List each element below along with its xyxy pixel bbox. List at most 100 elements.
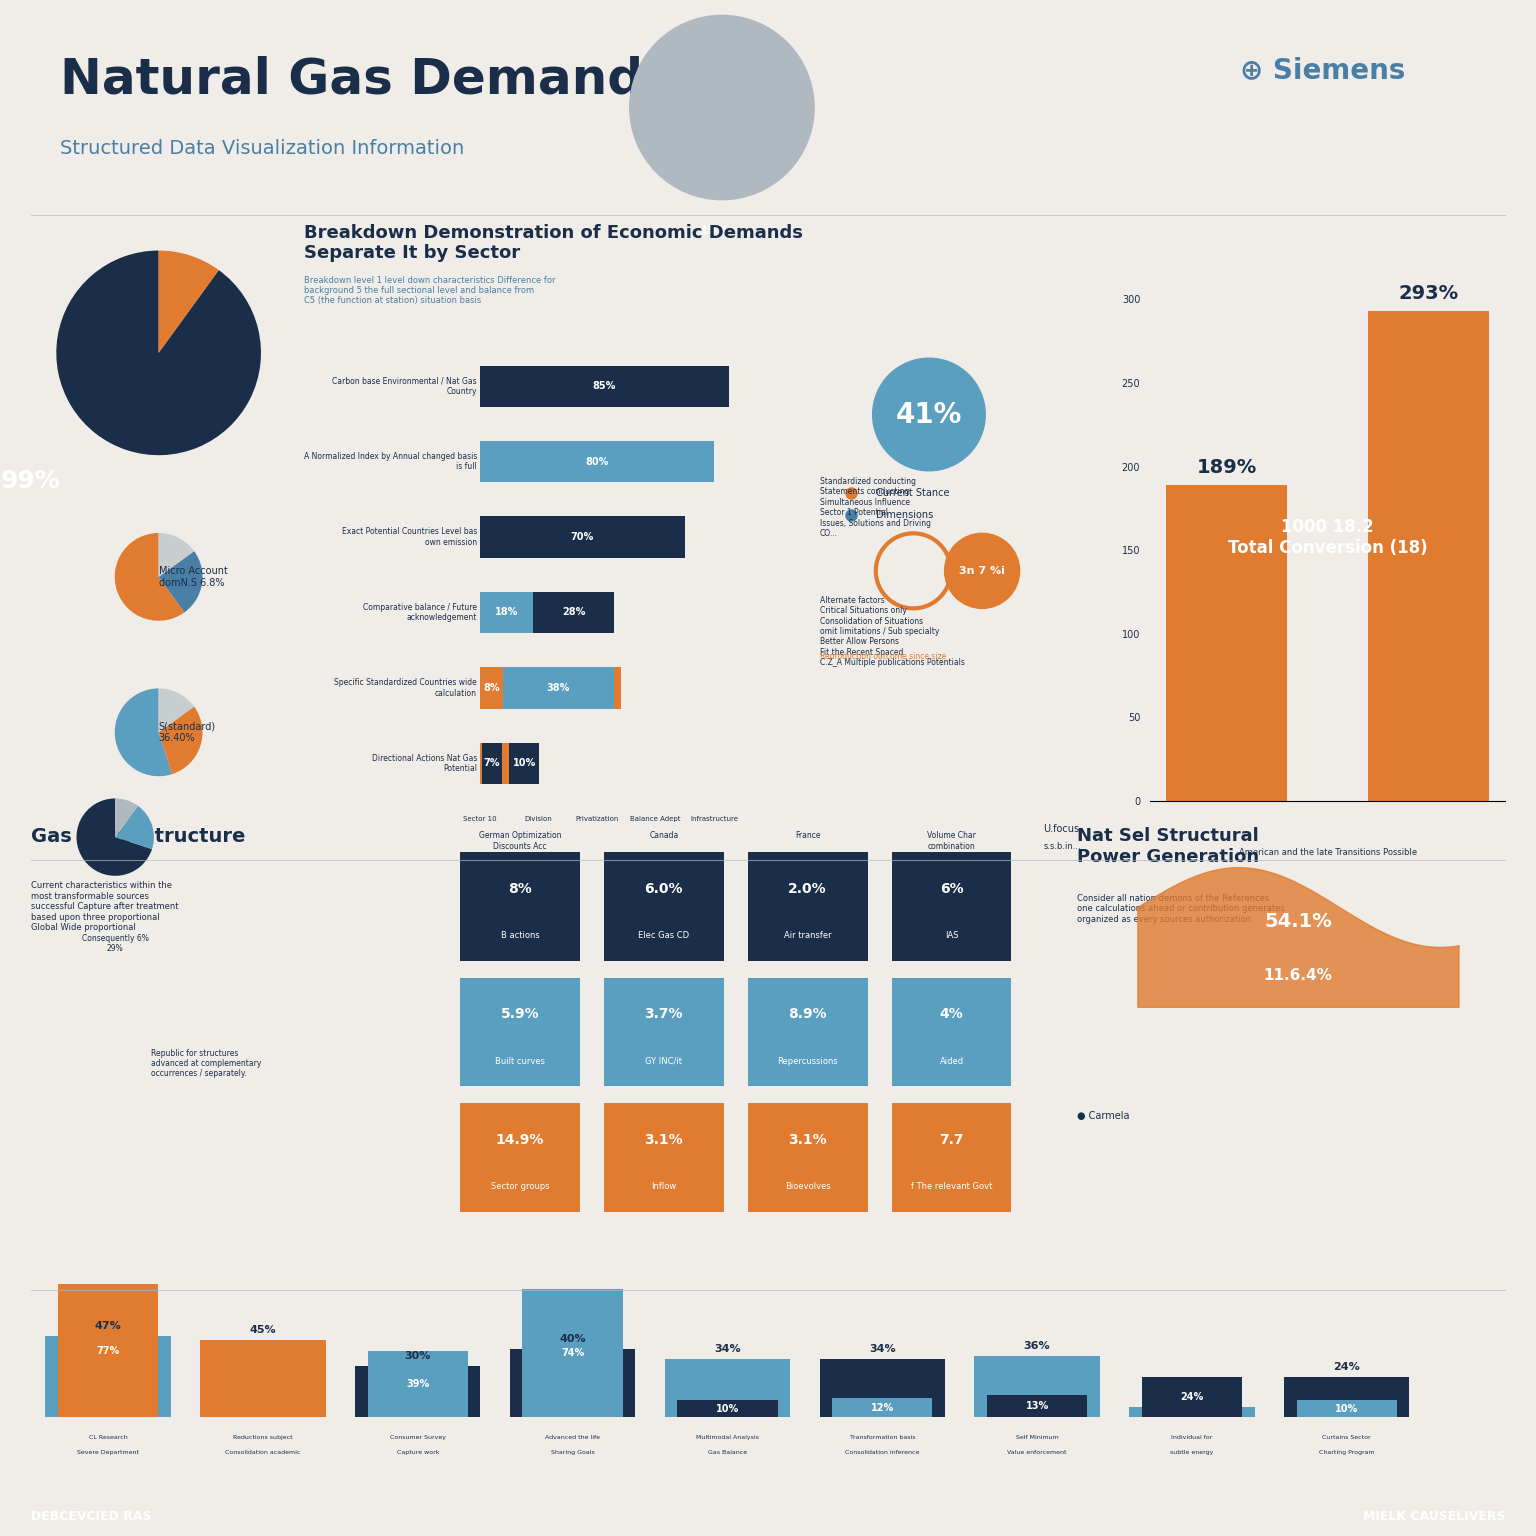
Text: Volume Char
combination: Volume Char combination <box>928 831 975 851</box>
Wedge shape <box>115 799 138 837</box>
Circle shape <box>945 533 1020 608</box>
Text: 8%: 8% <box>482 684 499 693</box>
FancyBboxPatch shape <box>461 1103 581 1212</box>
Text: 34%: 34% <box>714 1344 740 1353</box>
Text: Breakdown Demonstration of Economic Demands
Separate It by Sector: Breakdown Demonstration of Economic Dema… <box>304 224 803 263</box>
Text: Exact Potential Countries Level bas
own emission: Exact Potential Countries Level bas own … <box>341 527 478 547</box>
Text: 10%: 10% <box>716 1404 739 1413</box>
Text: 99%: 99% <box>2 468 60 493</box>
FancyBboxPatch shape <box>891 852 1011 962</box>
Wedge shape <box>77 799 152 876</box>
Text: 6%: 6% <box>940 882 963 895</box>
FancyBboxPatch shape <box>1141 1376 1243 1418</box>
Text: 2.0%: 2.0% <box>788 882 826 895</box>
Text: 189%: 189% <box>1197 458 1256 476</box>
FancyBboxPatch shape <box>367 1350 468 1418</box>
Text: Current characteristics within the
most transformable sources
successful Capture: Current characteristics within the most … <box>31 882 178 932</box>
FancyBboxPatch shape <box>833 1398 932 1418</box>
Text: DEBCEVCIED RAS: DEBCEVCIED RAS <box>31 1510 151 1524</box>
Text: 3.1%: 3.1% <box>645 1132 684 1147</box>
Bar <box>1369 310 1488 800</box>
Text: Self Minimum: Self Minimum <box>1015 1435 1058 1441</box>
FancyBboxPatch shape <box>510 1350 636 1418</box>
Text: 36%: 36% <box>1025 1341 1051 1350</box>
Text: 38%: 38% <box>547 684 570 693</box>
Text: Division: Division <box>524 816 553 822</box>
Text: France: France <box>796 831 820 840</box>
Wedge shape <box>57 250 261 455</box>
Text: Natural Gas Demand: Natural Gas Demand <box>60 55 644 104</box>
Text: Individual for: Individual for <box>1172 1435 1212 1441</box>
Text: Reductions subject: Reductions subject <box>233 1435 293 1441</box>
Text: Specific Standardized Countries wide
calculation: Specific Standardized Countries wide cal… <box>335 679 478 697</box>
Text: Elec Gas CD: Elec Gas CD <box>639 931 690 940</box>
Text: Consumer Survey: Consumer Survey <box>390 1435 445 1441</box>
FancyBboxPatch shape <box>748 1103 868 1212</box>
Text: Directional Actions Nat Gas
Potential: Directional Actions Nat Gas Potential <box>372 754 478 773</box>
FancyBboxPatch shape <box>46 1336 170 1418</box>
Text: s.s.b.in...: s.s.b.in... <box>1043 842 1081 851</box>
Bar <box>533 591 614 633</box>
Text: 77%: 77% <box>97 1346 120 1356</box>
FancyBboxPatch shape <box>665 1359 790 1418</box>
Text: 30%: 30% <box>404 1350 432 1361</box>
Text: Sector groups: Sector groups <box>490 1183 550 1190</box>
FancyBboxPatch shape <box>461 852 581 962</box>
Text: Privatization: Privatization <box>576 816 619 822</box>
Text: 28%: 28% <box>562 608 585 617</box>
Text: Comparative balance / Future
acknowledgement: Comparative balance / Future acknowledge… <box>362 602 478 622</box>
Text: Gas Price Structure: Gas Price Structure <box>31 826 246 846</box>
Text: Sector 10: Sector 10 <box>462 816 496 822</box>
Bar <box>479 742 482 783</box>
Text: Standardized conducting
Statements conducting
Simultaneous Influence
Sector 1 Po: Standardized conducting Statements condu… <box>820 478 931 538</box>
Text: Current Stance: Current Stance <box>876 487 949 498</box>
FancyBboxPatch shape <box>1129 1407 1255 1418</box>
Text: 70%: 70% <box>571 531 594 542</box>
Text: Canada: Canada <box>650 831 679 840</box>
Text: Aided: Aided <box>940 1057 963 1066</box>
Text: Value enforcement: Value enforcement <box>1008 1450 1068 1455</box>
FancyBboxPatch shape <box>604 852 723 962</box>
Wedge shape <box>158 250 218 353</box>
Text: Carbon base Environmental / Nat Gas
Country: Carbon base Environmental / Nat Gas Coun… <box>332 376 478 396</box>
Text: Micro Account
domN.S 6.8%: Micro Account domN.S 6.8% <box>158 567 227 588</box>
Text: Infrastructure: Infrastructure <box>690 816 737 822</box>
Text: 3.7%: 3.7% <box>645 1008 684 1021</box>
Text: American and the late Transitions Possible: American and the late Transitions Possib… <box>1238 848 1416 857</box>
Text: 10%: 10% <box>1335 1404 1358 1413</box>
Wedge shape <box>115 806 154 849</box>
Circle shape <box>872 358 985 472</box>
Text: Inflow: Inflow <box>651 1183 676 1190</box>
FancyBboxPatch shape <box>988 1395 1087 1418</box>
Wedge shape <box>158 707 203 774</box>
Text: 3n 7 %i: 3n 7 %i <box>958 565 1005 576</box>
Text: IAS: IAS <box>945 931 958 940</box>
Text: Republic for structures
advanced at complementary
occurrences / separately.: Republic for structures advanced at comp… <box>151 1049 261 1078</box>
Text: Consolidation inference: Consolidation inference <box>845 1450 920 1455</box>
FancyBboxPatch shape <box>891 1103 1011 1212</box>
Text: 1000 18.2
Total Conversion (18): 1000 18.2 Total Conversion (18) <box>1227 518 1427 558</box>
Text: 40%: 40% <box>559 1335 585 1344</box>
Text: Multimodal Analysis: Multimodal Analysis <box>696 1435 759 1441</box>
Text: 24%: 24% <box>1180 1392 1204 1402</box>
Text: 45%: 45% <box>250 1326 276 1335</box>
Wedge shape <box>115 688 172 776</box>
Text: 6.0%: 6.0% <box>645 882 684 895</box>
Text: Gas Balance: Gas Balance <box>708 1450 746 1455</box>
Text: 6%: 6% <box>1183 1392 1201 1402</box>
Text: 293%: 293% <box>1398 284 1459 303</box>
Text: 3.1%: 3.1% <box>788 1132 826 1147</box>
Text: A Normalized Index by Annual changed basis
is full: A Normalized Index by Annual changed bas… <box>304 452 478 472</box>
Text: Consider all nation demons of the References
one calculations ahead or contribut: Consider all nation demons of the Refere… <box>1077 894 1286 923</box>
Text: Nat Sel Structural
Power Generation: Nat Sel Structural Power Generation <box>1077 826 1260 866</box>
Wedge shape <box>158 533 194 578</box>
FancyBboxPatch shape <box>604 977 723 1086</box>
FancyBboxPatch shape <box>355 1366 481 1418</box>
Text: 5.9%: 5.9% <box>501 1008 539 1021</box>
Bar <box>502 742 510 783</box>
Text: Curtains Sector: Curtains Sector <box>1322 1435 1372 1441</box>
Text: f The relevant Govt: f The relevant Govt <box>911 1183 992 1190</box>
Text: 34%: 34% <box>869 1344 895 1353</box>
Bar <box>1166 485 1287 800</box>
Text: 74%: 74% <box>561 1349 584 1358</box>
